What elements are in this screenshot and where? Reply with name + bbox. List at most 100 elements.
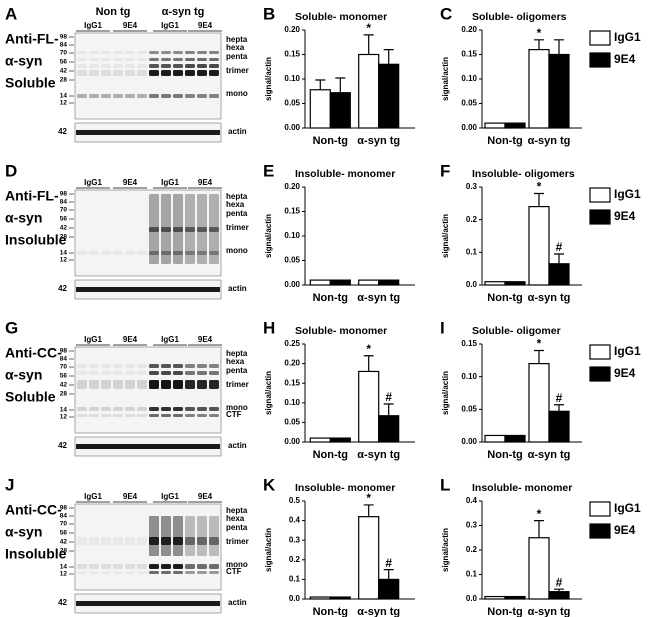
bar [378,63,400,129]
lane-label: 9E4 [123,335,138,344]
mw-marker: 84 [60,356,68,363]
blot-band [125,414,135,417]
lane-label: IgG1 [161,21,179,30]
blot-band [185,51,195,54]
blot-band [137,94,147,98]
blot-band [77,371,87,375]
actin-marker: 42 [58,441,67,450]
y-axis-label: signal/actin [441,57,450,101]
y-tick-label: 0.3 [466,182,478,191]
blot-band [89,94,99,98]
blot-band [173,380,183,389]
blot-band [149,371,159,375]
mw-marker: 70 [60,364,68,371]
actin-label: actin [228,284,247,293]
band-label: mono [226,89,248,98]
blot-band [197,58,207,61]
blot-band [101,364,111,368]
x-tick-label: α-syn tg [528,135,571,147]
blot-band [161,51,171,54]
legend-swatch [589,344,611,360]
y-tick-label: 0.1 [289,575,301,584]
error-bar [383,569,394,580]
actin-marker: 42 [58,598,67,607]
blot-band [161,227,171,232]
mw-marker: 56 [60,373,68,380]
error-bar [554,253,564,264]
mw-marker: 56 [60,59,68,66]
blot-band [89,380,99,389]
y-tick-label: 0.1 [466,570,478,579]
blot-band [185,564,195,569]
blot-band [125,64,135,68]
band-label: trimer [226,380,249,389]
blot-band [173,516,183,556]
bar [484,122,506,129]
blot-band [113,537,123,545]
bar [358,279,380,286]
blot-band [149,70,159,76]
error-bar [534,39,544,50]
blot-title: Insoluble [5,546,67,562]
blot-band [173,70,183,76]
blot-band [89,571,99,574]
bar [548,591,570,600]
bar [504,434,526,443]
legend-label: 9E4 [614,209,636,223]
blot-band [101,94,111,98]
blot-band [137,407,147,411]
blot-band [137,251,147,255]
panel-letter: B [263,4,275,23]
legend-swatch [589,52,611,68]
blot-band [209,380,219,389]
blot-band [101,51,111,54]
blot-band [161,70,171,76]
error-bar [315,79,326,90]
bar [504,595,526,600]
blot-band [149,51,159,54]
y-tick-label: 0.4 [289,516,301,525]
blot-band [89,251,99,255]
legend-swatch [589,30,611,46]
error-bar [534,192,544,207]
blot-band [161,571,171,574]
x-tick-label: Non-tg [487,292,522,304]
blot-band [185,407,195,411]
blot-band [113,407,123,411]
blot-band [125,70,135,76]
bar [378,279,400,286]
blot-band [173,64,183,68]
mw-marker: 56 [60,530,68,537]
significance-label: * [537,26,542,40]
blot-band [197,94,207,98]
bar [484,434,506,443]
blot-band [209,51,219,54]
blot-band [77,251,87,255]
y-tick-label: 0.05 [284,418,300,427]
bar [358,370,380,443]
blot-band [161,564,171,569]
band-label: CTF [226,410,242,419]
bar [548,53,570,129]
blot-band [137,70,147,76]
x-tick-label: Non-tg [313,292,348,304]
blot-band [113,571,123,574]
bar [329,92,351,129]
panel-letter: C [440,4,452,23]
blot-title: Anti-CC- [5,502,62,518]
lane-label: 9E4 [198,335,213,344]
significance-label: * [366,491,371,505]
mw-marker: 28 [60,391,68,398]
blot-band [149,380,159,389]
blot-band [197,227,207,232]
significance-label: # [556,575,563,589]
blot-band [185,571,195,574]
blot-band [197,64,207,68]
error-bar [363,355,374,372]
blot-band [89,537,99,545]
bar [309,437,331,443]
y-tick-label: 0.0 [466,280,478,289]
y-tick-label: 0.15 [284,378,300,387]
blot-band [209,227,219,232]
band-label: hepta [226,35,248,44]
